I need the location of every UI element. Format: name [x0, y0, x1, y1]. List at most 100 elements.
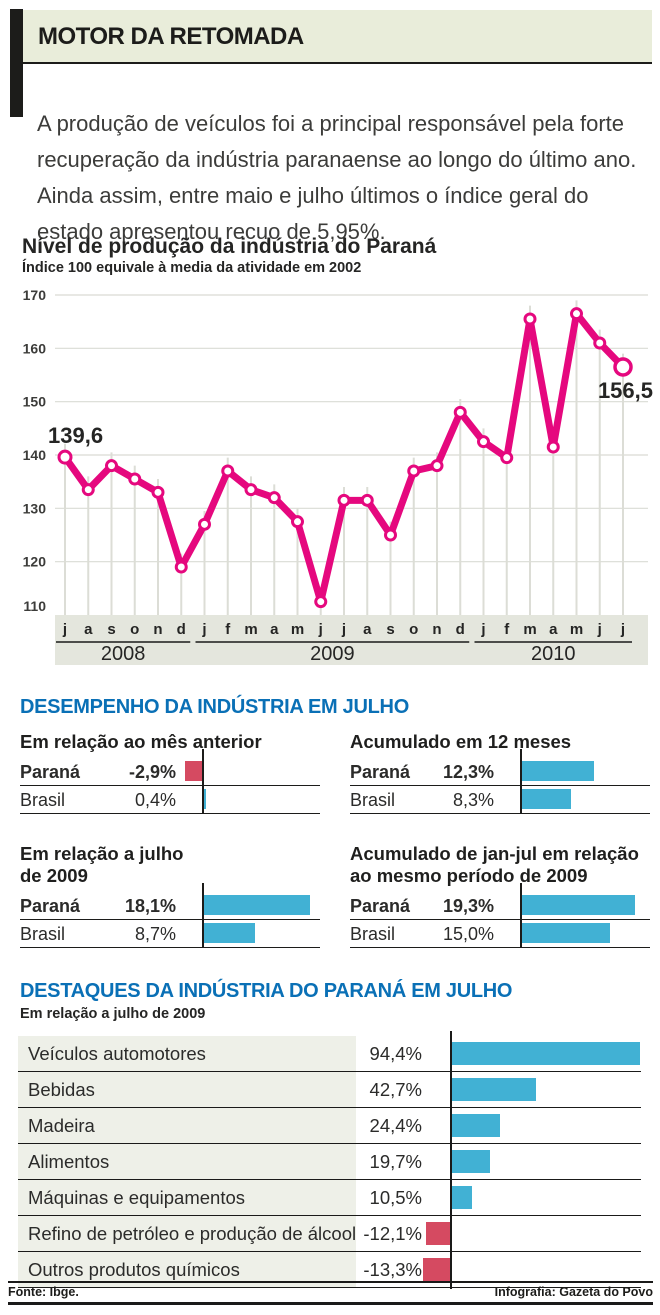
data-point-marker: [407, 464, 421, 478]
panel-row: Paraná -2,9%: [20, 758, 320, 786]
year-label: 2008: [101, 643, 146, 665]
row-bar: [425, 1222, 450, 1245]
panel-rows: Paraná 18,1% Brasil 8,7%: [20, 883, 320, 948]
month-tick: j: [341, 621, 346, 638]
table-row: Máquinas e equipamentos 10,5%: [18, 1180, 641, 1216]
row-background: [18, 1180, 356, 1215]
row-label: Alimentos: [28, 1151, 110, 1172]
panel-title: Acumulado de jan-jul em relação ao mesmo…: [350, 843, 639, 886]
data-point-marker: [267, 491, 281, 505]
highlights-subtitle: Em relação a julho de 2009: [20, 1006, 206, 1022]
panel-row: Paraná 12,3%: [350, 758, 650, 786]
panel-rows: Paraná 12,3% Brasil 8,3%: [350, 749, 650, 814]
row-bar: [204, 895, 310, 915]
data-point-marker: [613, 357, 633, 377]
panel-title: Acumulado em 12 meses: [350, 731, 572, 752]
row-bar: [522, 895, 635, 915]
data-point-marker: [174, 560, 188, 574]
row-value: 42,7%: [369, 1079, 422, 1100]
row-value: 24,4%: [369, 1115, 422, 1136]
row-background: [18, 1072, 356, 1107]
data-point-marker: [81, 483, 95, 497]
month-tick: m: [244, 621, 257, 638]
infographic-credit: Infografia: Gazeta do Povo: [494, 1285, 653, 1299]
zero-baseline: [520, 883, 522, 948]
table-row: Madeira 24,4%: [18, 1108, 641, 1144]
month-tick: a: [549, 621, 558, 638]
row-label: Paraná: [350, 762, 411, 782]
data-point-marker: [57, 449, 73, 465]
zero-baseline: [202, 749, 204, 814]
data-point-marker: [453, 405, 467, 419]
chart-subtitle: Índice 100 equivale à media da atividade…: [22, 260, 362, 276]
month-tick: o: [130, 621, 139, 638]
panel-rows: Paraná 19,3% Brasil 15,0%: [350, 883, 650, 948]
y-axis-tick: 140: [23, 447, 47, 463]
table-row: Outros produtos químicos -13,3%: [18, 1252, 641, 1288]
header-accent-bar: [10, 9, 23, 117]
performance-panel: Em relação ao mês anterior Paraná -2,9% Bra…: [20, 731, 320, 814]
month-tick: n: [432, 621, 441, 638]
section-heading-highlights: DESTAQUES DA INDÚSTRIA DO PARANÁ EM JULH…: [20, 980, 513, 1002]
panel-title: Em relação ao mês anterior: [20, 731, 262, 752]
row-bar: [204, 789, 207, 809]
month-tick: d: [177, 621, 186, 638]
performance-panel: Acumulado em 12 meses Paraná 12,3% Brasil 8,…: [350, 731, 650, 814]
row-bar: [451, 1114, 500, 1137]
section-heading-performance: DESEMPENHO DA INDÚSTRIA EM JULHO: [20, 696, 409, 718]
row-background: [18, 1108, 356, 1143]
data-point-marker: [198, 517, 211, 531]
row-value: 12,3%: [442, 762, 494, 782]
row-value: 8,3%: [452, 790, 494, 810]
month-tick: j: [318, 621, 323, 638]
month-tick: a: [363, 621, 372, 638]
row-label: Refino de petróleo e produção de álcool: [28, 1223, 357, 1244]
month-tick: d: [456, 621, 465, 638]
data-point-marker: [523, 312, 537, 326]
row-label: Paraná: [350, 896, 411, 916]
data-point-marker: [337, 493, 351, 507]
row-label: Brasil: [20, 924, 66, 944]
year-label: 2009: [310, 643, 355, 665]
data-point-marker: [151, 485, 165, 499]
row-label: Madeira: [28, 1115, 95, 1136]
row-label: Bebidas: [28, 1079, 95, 1100]
panel-row: Brasil 0,4%: [20, 786, 320, 814]
data-point-marker: [105, 459, 118, 473]
panel-row: Brasil 8,7%: [20, 920, 320, 948]
header-band: MOTOR DA RETOMADA: [23, 10, 652, 64]
row-bar: [522, 761, 594, 781]
data-point-marker: [477, 435, 490, 449]
row-bar: [522, 923, 610, 943]
data-point-marker: [128, 472, 142, 486]
row-bar: [522, 789, 571, 809]
data-point-marker: [570, 307, 583, 321]
table-row: Veículos automotores 94,4%: [18, 1036, 641, 1072]
table-row: Alimentos 19,7%: [18, 1144, 641, 1180]
row-label: Outros produtos químicos: [28, 1259, 240, 1280]
month-tick: j: [620, 621, 625, 638]
zero-baseline: [450, 1031, 452, 1289]
data-point-marker: [291, 515, 304, 529]
panel-row: Paraná 19,3%: [350, 892, 650, 920]
panel-row: Brasil 15,0%: [350, 920, 650, 948]
row-value: 10,5%: [369, 1187, 422, 1208]
table-row: Bebidas 42,7%: [18, 1072, 641, 1108]
row-value: -2,9%: [128, 762, 176, 782]
month-tick: a: [84, 621, 93, 638]
table-row: Refino de petróleo e produção de álcool -…: [18, 1216, 641, 1252]
footer-top-rule: [8, 1281, 653, 1283]
row-background: [18, 1216, 356, 1251]
row-value: 19,3%: [442, 896, 494, 916]
y-axis-tick: 150: [23, 394, 47, 410]
data-point-marker: [314, 595, 328, 609]
row-background: [18, 1144, 356, 1179]
row-value: -13,3%: [363, 1259, 422, 1280]
row-bar: [451, 1078, 537, 1101]
data-point-marker: [244, 483, 258, 497]
zero-baseline: [202, 883, 204, 948]
chart-title: Nível de produção da indústria do Paraná: [22, 235, 437, 258]
highlights-table: Veículos automotores 94,4% Bebidas 42,7% Mad…: [18, 1031, 641, 1289]
panel-row: Brasil 8,3%: [350, 786, 650, 814]
